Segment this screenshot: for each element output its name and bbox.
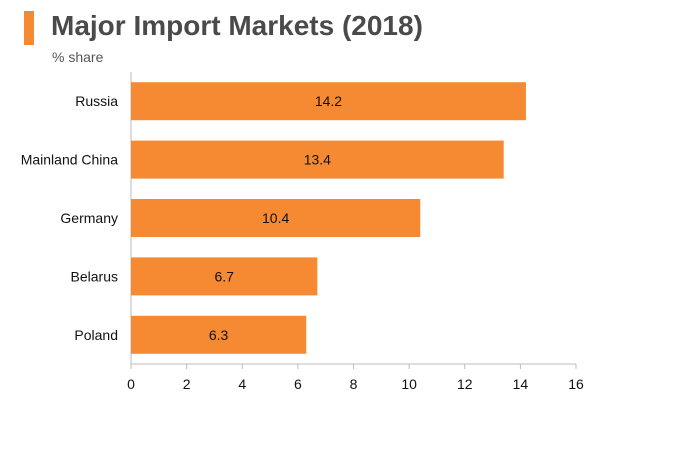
x-tick-label: 0 xyxy=(127,376,135,392)
x-tick-label: 6 xyxy=(294,376,302,392)
category-label: Germany xyxy=(60,210,118,226)
x-tick-label: 8 xyxy=(350,376,358,392)
bar-germany xyxy=(131,199,421,237)
data-label: 14.2 xyxy=(315,93,342,109)
x-tick-label: 12 xyxy=(457,376,473,392)
chart-title: Major Import Markets (2018) xyxy=(51,10,423,41)
bar-russia xyxy=(131,82,526,121)
data-label: 13.4 xyxy=(304,152,331,168)
title-accent-bar xyxy=(24,11,34,45)
data-label: 6.3 xyxy=(209,327,229,343)
x-tick-label: 14 xyxy=(513,376,529,392)
category-label: Belarus xyxy=(71,268,118,284)
category-label: Poland xyxy=(74,327,118,343)
data-label: 10.4 xyxy=(262,210,289,226)
bar-belarus xyxy=(131,257,318,296)
x-tick-label: 2 xyxy=(183,376,191,392)
x-tick-label: 16 xyxy=(568,376,584,392)
chart-subtitle: % share xyxy=(52,49,104,65)
category-label: Mainland China xyxy=(21,152,118,168)
category-label: Russia xyxy=(75,93,118,109)
bar-poland xyxy=(131,315,307,354)
x-tick-label: 10 xyxy=(401,376,417,392)
data-label: 6.7 xyxy=(214,268,234,284)
bar-mainland-china xyxy=(131,140,504,179)
x-tick-label: 4 xyxy=(238,376,246,392)
